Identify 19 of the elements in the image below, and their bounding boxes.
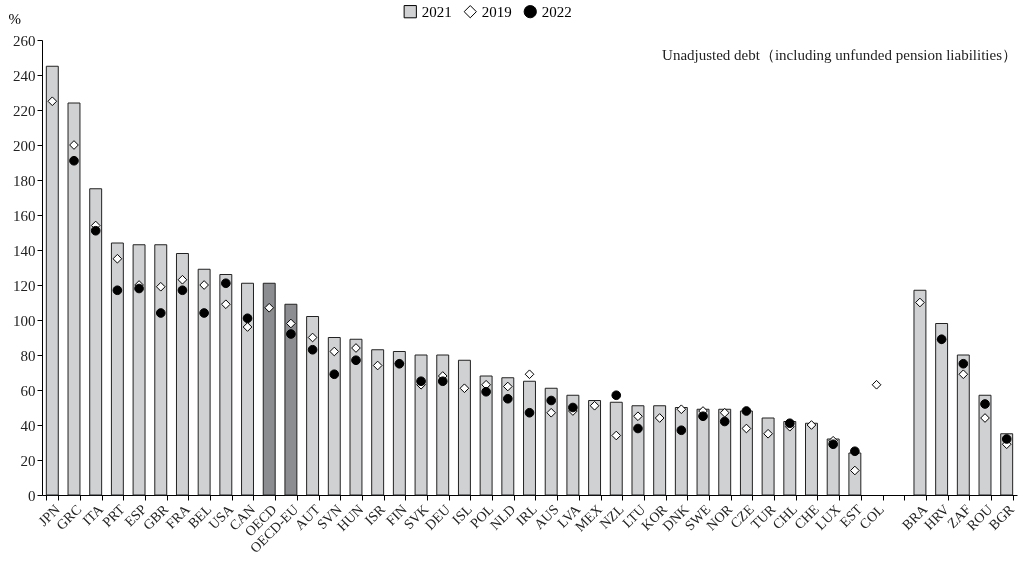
y-tick-label: 40 — [20, 417, 36, 434]
y-axis-title: % — [8, 10, 21, 27]
y-tick-label: 180 — [13, 172, 36, 189]
legend-label: 2019 — [481, 3, 512, 20]
y-tick-label: 0 — [28, 487, 36, 504]
y-tick-label: 120 — [13, 277, 36, 294]
y-tick-label: 20 — [20, 452, 36, 469]
y-tick-label: 220 — [13, 102, 36, 119]
y-tick-label: 160 — [13, 207, 36, 224]
y-tick-label: 140 — [13, 242, 36, 259]
y-tick-label: 80 — [20, 347, 36, 364]
y-tick-label: 60 — [20, 382, 36, 399]
y-tick-label: 240 — [13, 67, 36, 84]
y-tick-label: 200 — [13, 137, 36, 154]
y-tick-label: 260 — [13, 32, 36, 49]
y-tick-label: 100 — [13, 312, 36, 329]
annotation: Unadjusted debt（including unfunded pension liabilities） — [662, 47, 1017, 63]
legend-label: 2021 — [421, 3, 452, 20]
legend-label: 2022 — [541, 3, 572, 20]
